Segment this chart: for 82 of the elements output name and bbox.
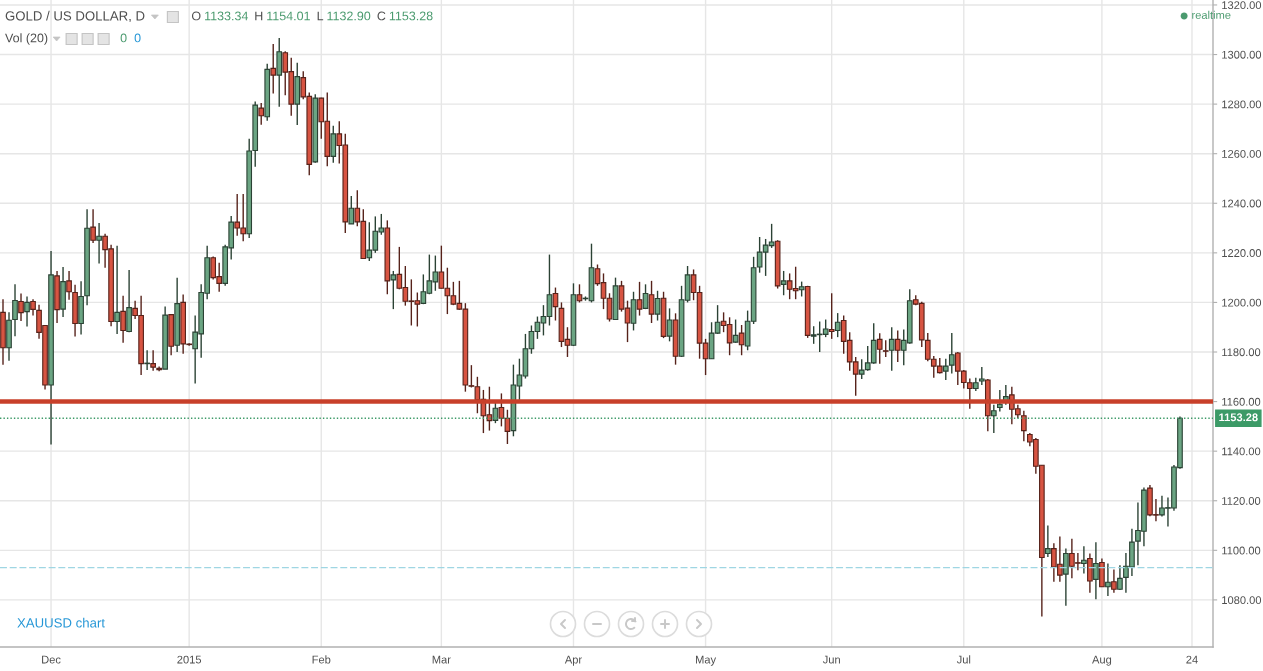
candlestick (636, 281, 643, 317)
candlestick (648, 280, 655, 324)
annotation: 1133.34 (205, 11, 249, 21)
x-tick-label: May (696, 655, 717, 666)
ref-line-label: 1153.28 (1219, 413, 1258, 422)
y-tick-label: 1240.00 (1222, 199, 1262, 208)
candlestick (24, 295, 30, 328)
candlestick (642, 283, 649, 310)
candlestick (1111, 568, 1117, 594)
candlestick (834, 312, 841, 338)
candlestick (630, 291, 637, 332)
candlestick (66, 270, 72, 301)
candlestick (828, 292, 835, 340)
candlestick (12, 283, 18, 337)
x-tick-label: Feb (312, 655, 331, 664)
candlestick (276, 37, 283, 108)
candlestick (348, 195, 355, 225)
candlestick (504, 409, 511, 445)
candlestick (258, 102, 265, 126)
annotation: 1154.01 (267, 11, 310, 21)
annotation: realtime (1192, 10, 1231, 19)
y-tick-label: 1160.00 (1222, 397, 1261, 406)
candlestick (150, 349, 156, 372)
candlestick (654, 290, 661, 322)
y-tick-label: 1260.00 (1222, 149, 1262, 158)
candlestick (330, 124, 337, 164)
text: GOLD / US DOLLAR, D (5, 10, 145, 23)
y-tick-label: 1200.00 (1222, 298, 1262, 307)
candlestick (1021, 410, 1027, 442)
candlestick (894, 329, 901, 363)
annotation: O (191, 11, 201, 21)
x-tick-label: Mar (432, 655, 451, 664)
candlestick (978, 366, 985, 386)
candlestick (780, 270, 787, 296)
candlestick (114, 244, 120, 335)
candlestick (270, 43, 277, 95)
annotation: 0 (134, 33, 141, 43)
y-tick-label: 1100.00 (1222, 546, 1261, 555)
y-tick-label: 1180.00 (1222, 348, 1261, 357)
candlestick (876, 332, 883, 365)
x-tick-label: Jul (956, 655, 971, 664)
candlestick (18, 292, 24, 322)
candlestick (1087, 552, 1093, 594)
annotation: L (317, 11, 324, 21)
x-tick-label: Jun (822, 655, 840, 664)
y-tick-label: 1120.00 (1222, 497, 1261, 505)
candlestick (1105, 562, 1111, 597)
annotation: H (255, 11, 263, 21)
candlestick (390, 270, 397, 310)
y-tick-label: 1140.00 (1222, 447, 1261, 456)
candlestick (96, 222, 102, 265)
annotation: C (377, 11, 386, 21)
x-tick-label: Apr (564, 655, 582, 666)
x-tick-label: Dec (42, 655, 61, 664)
annotation: XAUUSD chart (17, 617, 105, 628)
y-tick-label: 1280.00 (1222, 100, 1262, 109)
candlestick (1045, 524, 1051, 558)
annotation: Vol (20) (5, 33, 48, 45)
candlestick (888, 326, 895, 372)
candlestick (990, 404, 997, 434)
y-tick-label: 1300.00 (1222, 50, 1262, 59)
candlestick (120, 295, 126, 344)
x-tick-label: 2015 (177, 655, 202, 664)
candlestick (90, 208, 96, 244)
x-tick-label: 24 (1186, 655, 1198, 664)
annotation: 0 (120, 33, 127, 43)
candlestick (126, 269, 132, 333)
y-tick-label: 1080.00 (1222, 596, 1262, 605)
candlestick (1093, 541, 1099, 600)
candlestick (1117, 564, 1123, 591)
y-tick-label: 1220.00 (1222, 249, 1262, 257)
y-tick-label: 1320.00 (1222, 1, 1262, 10)
annotation: 1132.90 (327, 11, 371, 21)
candlestick (498, 392, 505, 428)
candlestick (738, 324, 745, 356)
candlestick (1063, 547, 1069, 607)
candlestick (1081, 545, 1087, 575)
candlestick (732, 318, 739, 344)
annotation: 1153.28 (389, 11, 433, 21)
candlestick (666, 307, 673, 343)
x-tick-label: Aug (1092, 655, 1112, 666)
candlestick (576, 283, 583, 304)
